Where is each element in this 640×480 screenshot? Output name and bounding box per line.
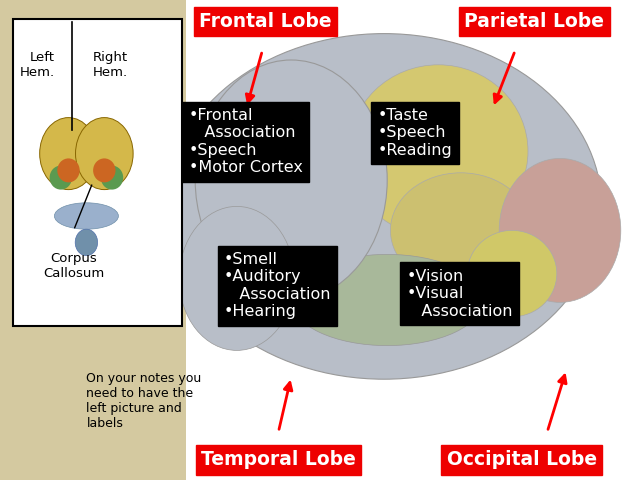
Ellipse shape xyxy=(179,206,294,350)
Ellipse shape xyxy=(390,173,531,288)
FancyBboxPatch shape xyxy=(13,19,182,326)
Text: Corpus
Callosum: Corpus Callosum xyxy=(43,252,104,280)
Ellipse shape xyxy=(76,229,98,255)
Ellipse shape xyxy=(195,60,387,300)
FancyBboxPatch shape xyxy=(186,0,640,480)
Ellipse shape xyxy=(101,166,124,190)
Text: Right
Hem.: Right Hem. xyxy=(93,51,128,79)
Ellipse shape xyxy=(93,158,116,182)
Text: •Taste
•Speech
•Reading: •Taste •Speech •Reading xyxy=(378,108,452,158)
Text: •Frontal
   Association
•Speech
•Motor Cortex: •Frontal Association •Speech •Motor Cort… xyxy=(189,108,303,175)
Ellipse shape xyxy=(291,254,483,346)
Text: Left
Hem.: Left Hem. xyxy=(19,51,54,79)
Text: On your notes you
need to have the
left picture and
labels: On your notes you need to have the left … xyxy=(86,372,202,430)
Ellipse shape xyxy=(58,158,80,182)
Text: Frontal Lobe: Frontal Lobe xyxy=(199,12,332,31)
Text: •Vision
•Visual
   Association: •Vision •Visual Association xyxy=(406,269,513,319)
Ellipse shape xyxy=(467,230,557,317)
Ellipse shape xyxy=(40,118,97,190)
Ellipse shape xyxy=(349,65,528,238)
Text: Occipital Lobe: Occipital Lobe xyxy=(447,450,596,469)
Text: •Smell
•Auditory
   Association
•Hearing: •Smell •Auditory Association •Hearing xyxy=(224,252,330,319)
Ellipse shape xyxy=(54,203,118,229)
Text: Temporal Lobe: Temporal Lobe xyxy=(201,450,356,469)
Ellipse shape xyxy=(499,158,621,302)
Ellipse shape xyxy=(166,34,602,379)
Ellipse shape xyxy=(50,166,72,190)
Text: Parietal Lobe: Parietal Lobe xyxy=(465,12,604,31)
Ellipse shape xyxy=(76,118,133,190)
